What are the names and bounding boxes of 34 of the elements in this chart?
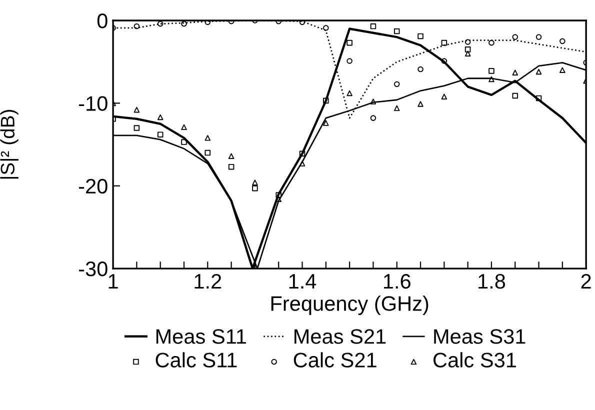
- point: [181, 124, 187, 130]
- point: [323, 120, 329, 126]
- point: [134, 106, 140, 113]
- x-axis-title: Frequency (GHz): [271, 296, 428, 316]
- point: [157, 114, 164, 120]
- point: [228, 153, 234, 159]
- legend-label: Calc S11: [156, 352, 237, 368]
- point: [512, 70, 518, 76]
- x-tick-label: 1.8: [478, 274, 506, 289]
- point: [418, 101, 424, 107]
- legend-label: Calc S21: [294, 352, 376, 368]
- point: [464, 50, 471, 56]
- point: [488, 76, 494, 82]
- y-tick-label: -20: [79, 178, 108, 194]
- point: [394, 105, 400, 112]
- point: [204, 135, 211, 141]
- y-tick-label: -30: [79, 262, 108, 276]
- point: [346, 90, 352, 96]
- legend-label: Meas S11: [156, 329, 246, 344]
- x-tick-label: 1.4: [289, 274, 316, 289]
- point: [536, 68, 542, 75]
- x-tick-label: 2: [581, 274, 591, 289]
- point: [252, 180, 258, 186]
- y-tick-label: -10: [79, 96, 108, 111]
- y-axis-title: |S|² (dB): [0, 110, 18, 179]
- legend-label: Meas S31: [434, 329, 526, 344]
- legend-label: Calc S31: [434, 352, 516, 368]
- y-tick-label: 0: [97, 14, 108, 28]
- x-tick-label: 1: [108, 274, 118, 289]
- x-tick-label: 1.2: [194, 274, 222, 289]
- x-tick-label: 1.6: [384, 274, 410, 289]
- point: [560, 67, 566, 73]
- legend-label: Meas S21: [294, 329, 386, 344]
- point: [441, 94, 448, 100]
